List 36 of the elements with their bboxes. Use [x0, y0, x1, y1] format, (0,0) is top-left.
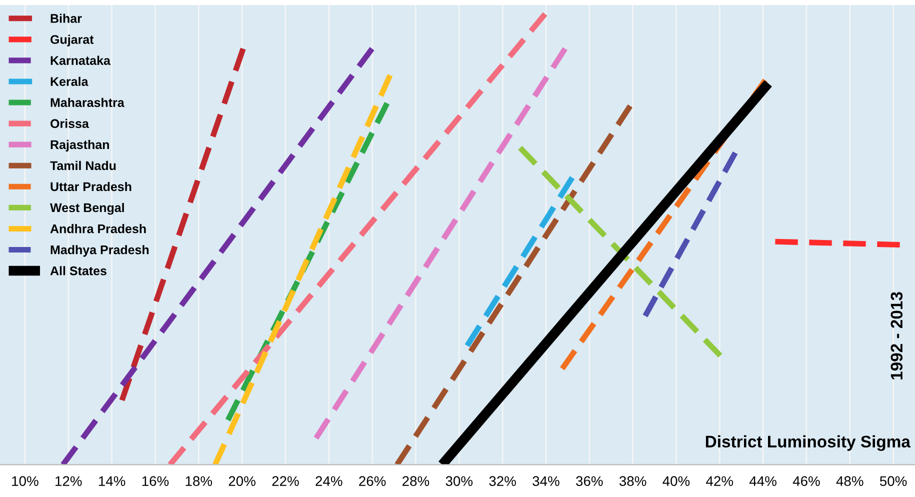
x-tick-label: 42%: [706, 476, 734, 486]
x-tick-label: 40%: [662, 476, 690, 486]
legend-label: West Bengal: [50, 202, 124, 215]
legend-label: Maharashtra: [50, 98, 124, 108]
legend-label: Orissa: [50, 118, 89, 128]
x-tick-label: 48%: [836, 476, 864, 486]
x-tick-label: 14%: [98, 476, 126, 486]
x-tick-label: 34%: [532, 476, 560, 486]
x-tick-label: 28%: [402, 476, 430, 486]
x-tick-label: 26%: [359, 476, 386, 486]
x-tick-label: 46%: [792, 476, 820, 486]
x-tick-label: 16%: [142, 476, 169, 486]
x-tick-label: 44%: [749, 476, 776, 486]
legend-label: All States: [50, 266, 106, 276]
legend-label: Bihar: [50, 14, 82, 23]
legend-label: Gujarat: [50, 34, 94, 46]
legend-label: Uttar Pradesh: [50, 182, 132, 192]
x-tick-label: 36%: [576, 476, 603, 486]
legend-label: Tamil Nadu: [50, 160, 116, 170]
x-tick-label: 10%: [12, 476, 38, 486]
legend-label: Rajasthan: [50, 140, 109, 152]
x-tick-label: 38%: [619, 476, 646, 486]
x-tick-label: 22%: [272, 476, 299, 486]
legend-label: Andhra Pradesh: [50, 224, 146, 234]
x-tick-label: 20%: [228, 476, 256, 486]
legend-label: Kerala: [50, 76, 88, 86]
legend-label: Madhya Pradesh: [50, 245, 149, 257]
x-tick-label: 50%: [880, 476, 907, 486]
x-tick-label: 18%: [186, 476, 212, 486]
y-axis-title: 1992 - 2013: [890, 292, 903, 380]
legend-label: Karnataka: [50, 56, 111, 65]
x-tick-label: 32%: [489, 476, 516, 486]
x-tick-label: 30%: [446, 476, 473, 486]
x-tick-label: 24%: [316, 476, 342, 486]
x-tick-label: 12%: [56, 476, 82, 486]
x-axis-title: District Luminosity Sigma: [706, 435, 911, 451]
